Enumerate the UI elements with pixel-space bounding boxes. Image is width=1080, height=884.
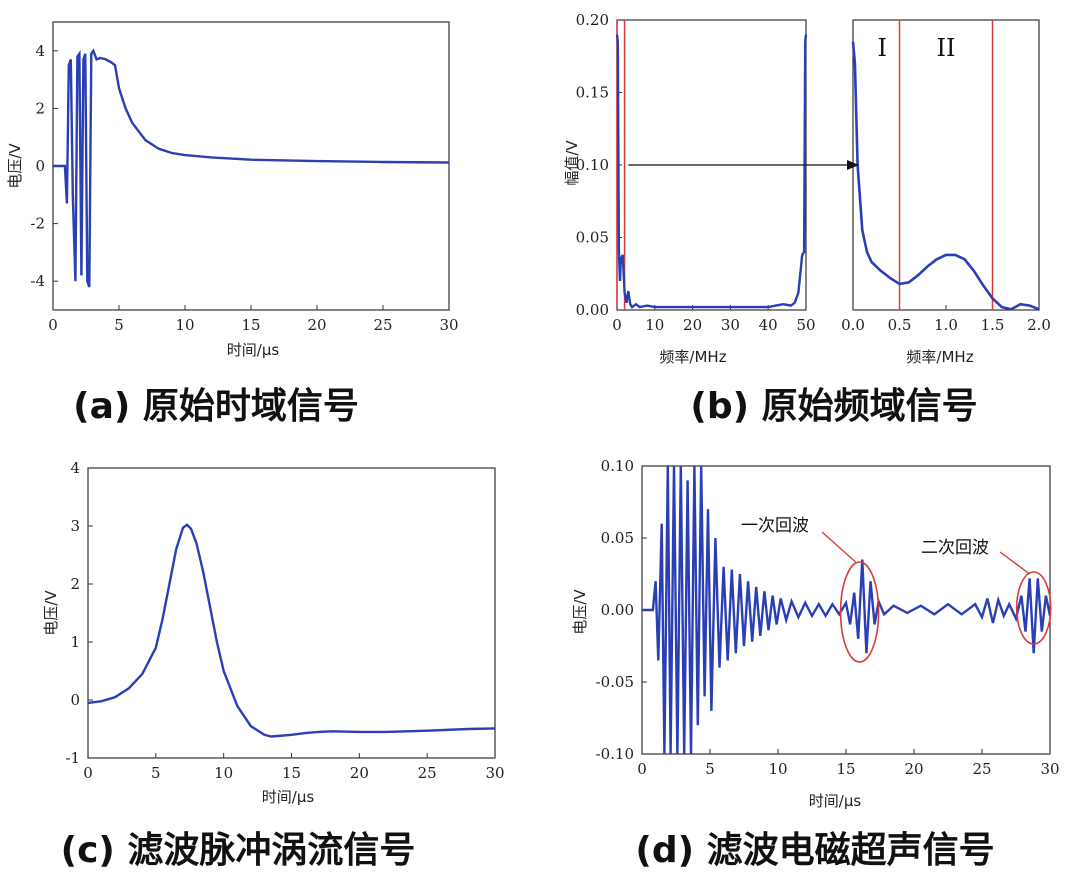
x-tick-label: 1.0 xyxy=(934,316,958,334)
x-tick-label: 5 xyxy=(114,316,124,334)
y-tick-label: 0 xyxy=(35,157,45,175)
y-tick-label: 0.05 xyxy=(601,529,634,547)
y-axis-label: 幅值/V xyxy=(563,140,581,186)
caption: (a) 原始时域信号 xyxy=(73,386,359,427)
y-tick-label: 2 xyxy=(70,575,80,593)
x-tick-label: 30 xyxy=(485,764,504,782)
x-tick-label: 20 xyxy=(350,764,369,782)
caption: (c) 滤波脉冲涡流信号 xyxy=(61,830,416,871)
x-tick-label: 20 xyxy=(307,316,326,334)
y-tick-label: 4 xyxy=(35,42,45,60)
x-tick-label: 10 xyxy=(175,316,194,334)
y-tick-label: -0.05 xyxy=(596,673,634,691)
x-tick-label: 0 xyxy=(637,760,647,778)
echo-1-label: 一次回波 xyxy=(741,516,809,536)
x-tick-label: 0 xyxy=(48,316,58,334)
y-tick-label: 0.15 xyxy=(576,84,609,102)
series-line xyxy=(642,466,1050,754)
x-tick-label: 20 xyxy=(904,760,923,778)
region-label-i: I xyxy=(878,34,887,62)
series-line-right xyxy=(851,41,1040,311)
x-tick-label: 5 xyxy=(705,760,715,778)
y-axis-label: 电压/V xyxy=(42,590,60,636)
echo-2-ellipse xyxy=(1015,571,1052,645)
x-axis-label-right: 频率/MHz xyxy=(906,348,973,366)
x-tick-label: 0.5 xyxy=(888,316,912,334)
x-tick-label: 0 xyxy=(612,316,622,334)
series-line xyxy=(53,48,450,288)
x-tick-label: 10 xyxy=(645,316,664,334)
y-axis-label: 电压/V xyxy=(571,589,589,635)
x-tick-label: 20 xyxy=(683,316,702,334)
y-tick-label: -2 xyxy=(30,215,45,233)
x-tick-label: 0.0 xyxy=(841,316,865,334)
y-tick-label: 0.10 xyxy=(601,457,634,475)
y-tick-label: 0.20 xyxy=(576,11,609,29)
caption: (d) 滤波电磁超声信号 xyxy=(635,830,994,871)
x-tick-label: 2.0 xyxy=(1027,316,1051,334)
x-tick-label: 25 xyxy=(972,760,991,778)
region-label-ii: II xyxy=(937,34,956,62)
x-tick-label: 30 xyxy=(721,316,740,334)
y-tick-label: 4 xyxy=(70,459,80,477)
plot-area xyxy=(87,467,496,759)
y-axis-label: 电压/V xyxy=(6,143,24,189)
x-tick-label: 5 xyxy=(151,764,161,782)
x-axis-label: 时间/μs xyxy=(809,792,862,810)
x-tick-label: 40 xyxy=(759,316,778,334)
x-tick-label: 10 xyxy=(768,760,787,778)
y-tick-label: 1 xyxy=(70,633,80,651)
echo-1-ellipse xyxy=(839,561,880,663)
y-tick-label: -1 xyxy=(65,749,80,767)
y-tick-label: 0.05 xyxy=(576,229,609,247)
caption: (b) 原始频域信号 xyxy=(690,386,977,427)
echo-2-label: 二次回波 xyxy=(921,538,989,558)
x-tick-label: 0 xyxy=(83,764,93,782)
y-tick-label: 0.10 xyxy=(576,156,609,174)
echo-2-leader xyxy=(999,551,1031,575)
x-tick-label: 50 xyxy=(796,316,815,334)
plot-area xyxy=(52,21,450,311)
x-tick-label: 15 xyxy=(282,764,301,782)
arrow-head xyxy=(847,160,859,170)
x-tick-label: 15 xyxy=(836,760,855,778)
x-tick-label: 15 xyxy=(241,316,260,334)
y-tick-label: 2 xyxy=(35,99,45,117)
y-tick-label: -4 xyxy=(30,272,45,290)
plot-area-right xyxy=(852,19,1040,311)
echo-1-leader xyxy=(821,531,857,563)
x-axis-label-left: 频率/MHz xyxy=(659,348,726,366)
x-tick-label: 25 xyxy=(373,316,392,334)
series-line-left xyxy=(615,34,808,309)
x-tick-label: 1.5 xyxy=(981,316,1005,334)
x-tick-label: 30 xyxy=(1040,760,1059,778)
x-tick-label: 30 xyxy=(439,316,458,334)
y-tick-label: 0 xyxy=(70,691,80,709)
x-axis-label: 时间/μs xyxy=(227,341,280,359)
series-line xyxy=(87,523,496,738)
x-tick-label: 10 xyxy=(214,764,233,782)
x-tick-label: 25 xyxy=(418,764,437,782)
y-tick-label: -0.10 xyxy=(596,745,634,763)
y-tick-label: 0.00 xyxy=(601,601,634,619)
y-tick-label: 0.00 xyxy=(576,301,609,319)
y-tick-label: 3 xyxy=(70,517,80,535)
x-axis-label: 时间/μs xyxy=(262,788,315,806)
